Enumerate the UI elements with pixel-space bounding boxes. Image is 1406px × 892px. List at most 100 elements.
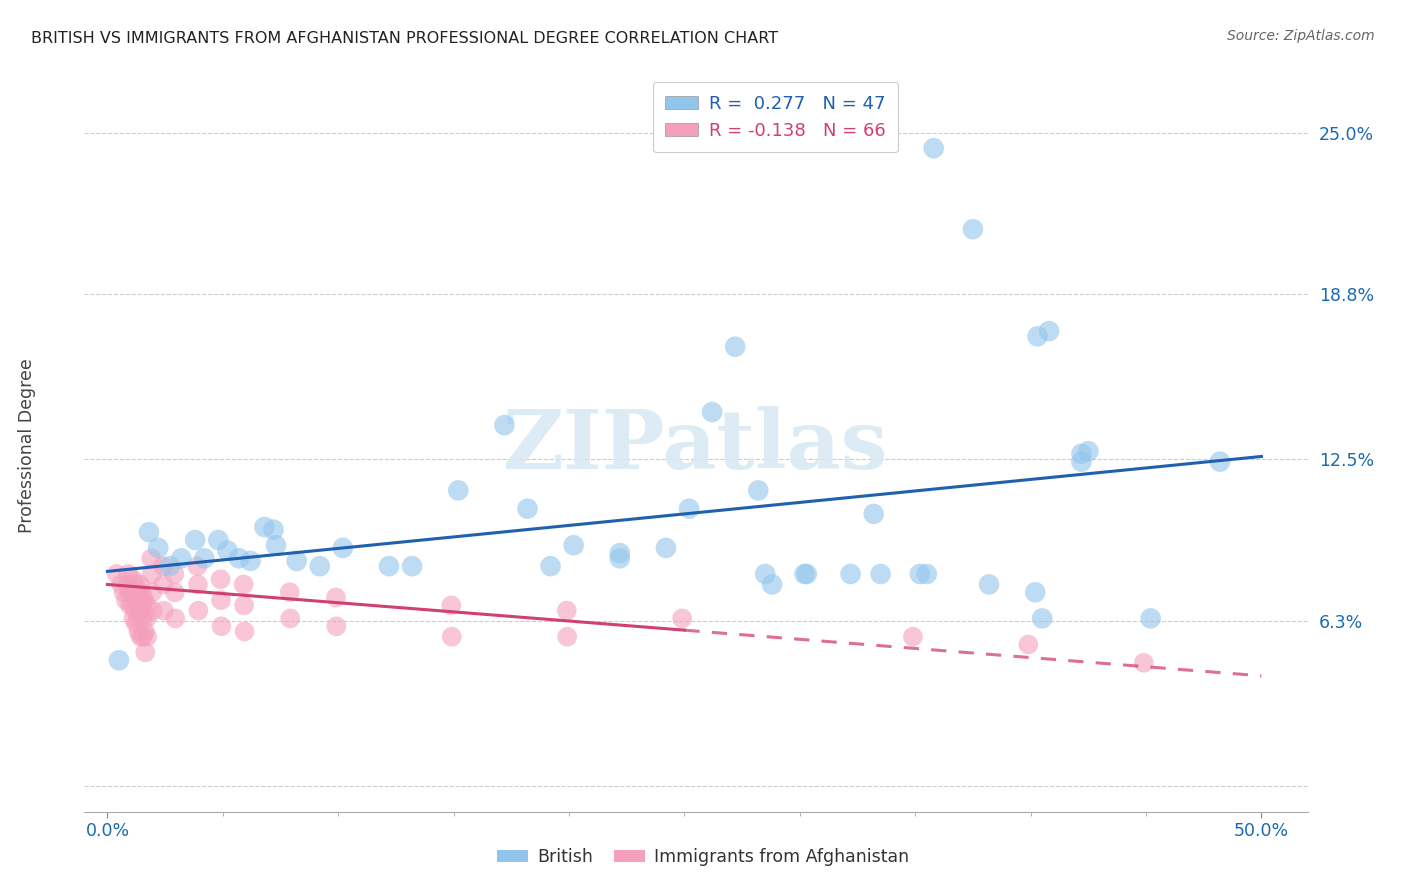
Text: ZIPatlas: ZIPatlas [503, 406, 889, 486]
Point [125, 616, 148, 631]
Legend: R =  0.277   N = 47, R = -0.138   N = 66: R = 0.277 N = 47, R = -0.138 N = 66 [652, 82, 898, 153]
Point [555, 630, 578, 644]
Point [122, 611, 145, 625]
Point [117, 577, 139, 591]
Point [127, 624, 149, 639]
Point [233, 624, 256, 639]
Point [962, 222, 984, 236]
Point [134, 645, 156, 659]
Point [131, 588, 153, 602]
Point [134, 606, 156, 620]
Point [754, 567, 776, 582]
Point [163, 585, 186, 599]
Y-axis label: Professional Degree: Professional Degree [18, 359, 35, 533]
Point [112, 585, 135, 599]
Point [211, 619, 233, 633]
Point [516, 501, 538, 516]
Point [209, 572, 232, 586]
Point [440, 630, 463, 644]
Point [124, 577, 146, 591]
Point [869, 567, 891, 582]
Point [1077, 444, 1099, 458]
Point [184, 533, 207, 547]
Point [193, 551, 215, 566]
Point [148, 541, 170, 555]
Point [141, 567, 163, 582]
Point [127, 582, 149, 597]
Point [165, 611, 187, 625]
Point [127, 593, 149, 607]
Point [700, 405, 723, 419]
Point [141, 551, 163, 566]
Point [908, 567, 931, 582]
Point [131, 611, 153, 625]
Point [1026, 329, 1049, 343]
Text: Source: ZipAtlas.com: Source: ZipAtlas.com [1227, 29, 1375, 43]
Point [278, 611, 301, 625]
Point [232, 577, 254, 591]
Point [1017, 638, 1039, 652]
Point [332, 541, 354, 555]
Point [131, 599, 153, 613]
Point [108, 653, 131, 667]
Point [1070, 447, 1092, 461]
Point [278, 585, 301, 599]
Point [1031, 611, 1053, 625]
Point [186, 559, 208, 574]
Point [127, 611, 149, 625]
Point [159, 559, 181, 574]
Point [117, 567, 139, 582]
Point [163, 567, 186, 582]
Point [401, 559, 423, 574]
Point [118, 585, 141, 599]
Point [1139, 611, 1161, 625]
Point [609, 546, 631, 560]
Point [228, 551, 250, 566]
Point [120, 599, 142, 613]
Point [207, 533, 229, 547]
Point [134, 593, 156, 607]
Point [187, 577, 209, 591]
Point [187, 603, 209, 617]
Point [110, 577, 132, 591]
Point [124, 603, 146, 617]
Point [447, 483, 470, 498]
Point [129, 630, 152, 644]
Point [285, 554, 308, 568]
Point [915, 567, 938, 582]
Point [128, 577, 150, 591]
Point [152, 559, 174, 574]
Point [138, 525, 160, 540]
Point [152, 603, 174, 617]
Point [761, 577, 783, 591]
Point [555, 603, 578, 617]
Text: BRITISH VS IMMIGRANTS FROM AFGHANISTAN PROFESSIONAL DEGREE CORRELATION CHART: BRITISH VS IMMIGRANTS FROM AFGHANISTAN P… [31, 31, 778, 46]
Point [129, 603, 152, 617]
Point [378, 559, 401, 574]
Point [152, 577, 174, 591]
Point [142, 603, 165, 617]
Point [136, 630, 159, 644]
Point [121, 572, 143, 586]
Point [724, 340, 747, 354]
Point [253, 520, 276, 534]
Point [325, 591, 347, 605]
Point [671, 611, 693, 625]
Point [440, 599, 463, 613]
Point [977, 577, 1000, 591]
Point [233, 599, 256, 613]
Point [655, 541, 678, 555]
Point [862, 507, 884, 521]
Point [494, 418, 516, 433]
Point [922, 141, 945, 155]
Point [1209, 455, 1232, 469]
Point [901, 630, 924, 644]
Point [839, 567, 862, 582]
Point [105, 567, 128, 582]
Point [121, 585, 143, 599]
Point [124, 591, 146, 605]
Point [308, 559, 330, 574]
Point [562, 538, 585, 552]
Point [132, 630, 155, 644]
Point [1038, 324, 1060, 338]
